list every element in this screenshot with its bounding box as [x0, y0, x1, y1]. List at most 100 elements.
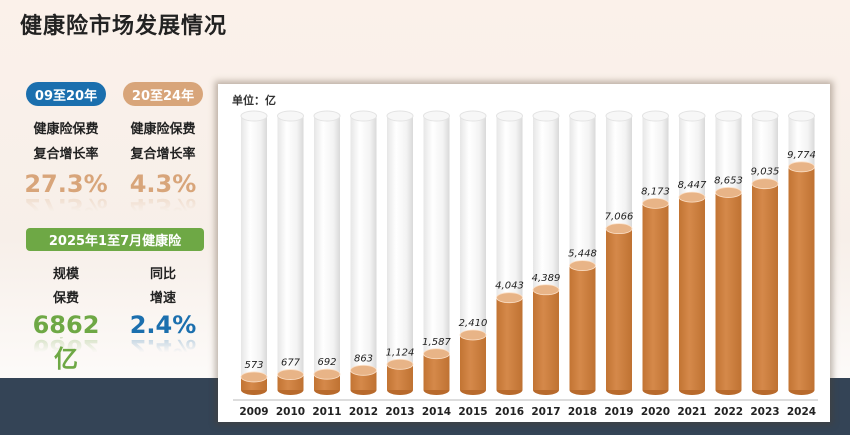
label-growth: 增速 [149, 291, 176, 306]
bar-top-cap [277, 369, 304, 380]
bar-top-cap [642, 197, 669, 209]
x-tick-label: 2011 [312, 406, 341, 418]
bar-track-cap [715, 110, 742, 122]
bar [679, 197, 705, 390]
data-label: 5,448 [568, 249, 597, 260]
bar-top-cap [678, 191, 706, 203]
data-label: 9,774 [787, 150, 816, 161]
x-tick-label: 2021 [677, 406, 706, 418]
bar [788, 166, 815, 390]
label-cagr-b: 复合增长率 [130, 147, 196, 162]
bar-top-cap [350, 364, 377, 376]
data-label: 7,066 [605, 212, 634, 223]
bar-track-cap [788, 110, 815, 122]
x-tick-label: 2013 [385, 406, 414, 418]
bar [350, 370, 377, 390]
bar [496, 297, 523, 390]
bar [752, 183, 778, 390]
bar [569, 265, 596, 390]
data-label: 1,124 [386, 347, 415, 358]
unit-label: 单位：亿 [232, 94, 276, 107]
bar-track-cap [386, 110, 414, 122]
bar-track-cap [496, 110, 523, 122]
bar-track-cap [277, 110, 304, 122]
bar-track-cap [569, 110, 596, 122]
cagr-value-a-reflection: 27.3% [24, 196, 108, 218]
data-label: 1,587 [422, 337, 451, 348]
bar-top-cap [423, 348, 450, 360]
bar [423, 353, 450, 390]
data-label: 8,653 [714, 175, 743, 186]
bar-top-cap [532, 284, 560, 296]
chart-panel: 单位：亿 573 2009 677 2010 692 2011 863 2012 1,124 20… [218, 84, 830, 422]
data-label: 8,173 [641, 186, 670, 197]
x-tick-label: 2022 [714, 406, 743, 418]
label-scale: 规模 [52, 267, 79, 282]
bar-track [277, 116, 304, 390]
data-label: 692 [317, 357, 336, 368]
x-tick-label: 2023 [750, 406, 779, 418]
bar-top-cap [715, 187, 742, 198]
bar-track-cap [313, 110, 341, 122]
data-label: 4,389 [532, 273, 561, 284]
label-cagr-a: 复合增长率 [33, 147, 99, 162]
label-premium-c: 保费 [52, 291, 79, 306]
bar [715, 192, 742, 390]
bar-track [423, 116, 450, 390]
x-tick-label: 2010 [276, 406, 305, 418]
x-tick-label: 2012 [349, 406, 378, 418]
data-label: 573 [244, 360, 263, 371]
x-tick-label: 2020 [641, 406, 670, 418]
x-tick-label: 2009 [239, 406, 268, 418]
bar-top-cap [569, 260, 596, 272]
growth-2025-value: 2.4% [129, 311, 197, 339]
data-label: 4,043 [495, 281, 524, 292]
bar-top-cap [605, 223, 633, 235]
growth-2025-value-reflection: 2.4% [129, 337, 197, 359]
x-tick-label: 2019 [604, 406, 633, 418]
bar-chart: 573 2009 677 2010 692 2011 863 2012 1,124 2013 1,5… [233, 110, 818, 418]
period-badge-2009-2020: 09至20年 [26, 82, 106, 106]
bar-track [241, 116, 267, 390]
bar-track-cap [605, 110, 633, 122]
bar-top-cap [240, 371, 268, 383]
bar-track [314, 116, 340, 390]
label-premium-b: 健康险保费 [130, 122, 196, 137]
bar-track [350, 116, 377, 390]
bar-top-cap [313, 368, 341, 380]
bar-track-cap [642, 110, 669, 122]
bar-track-cap [240, 110, 268, 122]
data-label: 8,447 [678, 180, 707, 191]
x-tick-label: 2018 [568, 406, 597, 418]
bar-track [387, 116, 413, 390]
bar-track-cap [532, 110, 560, 122]
x-tick-label: 2024 [787, 406, 816, 418]
bar [460, 334, 486, 390]
period-badge-2025: 2025年1至7月健康险 [26, 228, 204, 251]
cagr-value-a: 27.3% [24, 170, 108, 198]
data-label: 677 [281, 358, 301, 369]
page-title: 健康险市场发展情况 [20, 14, 228, 39]
bar-track-cap [751, 110, 779, 122]
x-tick-label: 2017 [531, 406, 560, 418]
bar-top-cap [386, 358, 414, 370]
data-label: 2,410 [459, 318, 488, 329]
bar-top-cap [459, 329, 487, 341]
label-yoy: 同比 [149, 267, 176, 282]
data-label: 863 [354, 353, 373, 364]
bar [533, 289, 559, 390]
bar-track-cap [459, 110, 487, 122]
bar [642, 203, 669, 390]
bar-top-cap [751, 178, 779, 190]
bar-top-cap [788, 161, 815, 173]
bar-track-cap [423, 110, 450, 122]
x-tick-label: 2015 [458, 406, 487, 418]
bar-track-cap [350, 110, 377, 122]
x-tick-label: 2016 [495, 406, 524, 418]
premium-2025-value-reflection: 6862亿 [32, 337, 100, 359]
cagr-value-b: 4.3% [129, 170, 197, 198]
x-tick-label: 2014 [422, 406, 451, 418]
bar-track-cap [678, 110, 706, 122]
cagr-value-b-reflection: 4.3% [129, 196, 197, 218]
bar [606, 228, 632, 390]
